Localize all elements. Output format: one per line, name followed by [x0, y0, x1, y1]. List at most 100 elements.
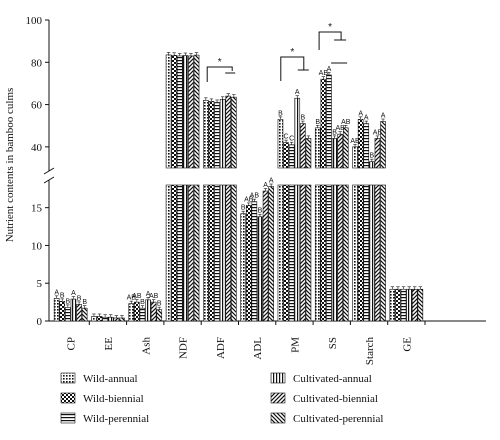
- bar-ndf-wild-annual-lower: [165, 184, 172, 322]
- x-tick-label: Starch: [364, 337, 376, 366]
- bar-adl-wild-annual: [240, 213, 246, 322]
- bar-ss-wild-biennial-upper: [320, 78, 327, 169]
- bar-ge-wild-annual: [389, 288, 396, 322]
- bar-ee-cultivated-annual: [107, 316, 114, 322]
- bar-ge-cultivated-annual: [406, 288, 412, 322]
- legend-swatch-wild-annual: [60, 372, 76, 384]
- bar-adl-cultivated-biennial: [262, 190, 269, 322]
- significance-star: *: [290, 47, 294, 58]
- bar-ndf-wild-annual-upper: [165, 54, 172, 169]
- legend: Wild-annual Cultivated-annual Wild-biennia…: [60, 372, 383, 425]
- bar-ee-wild-perennial: [102, 316, 108, 322]
- bar-pm-cultivated-perennial-lower: [305, 184, 312, 322]
- bar-adf-cultivated-annual-lower: [219, 184, 226, 322]
- significance-letter: AB: [350, 138, 360, 145]
- bar-ge-wild-perennial: [400, 288, 407, 322]
- significance-letter: A: [146, 291, 151, 298]
- significance-letter: B: [140, 299, 145, 306]
- significance-letter: A: [263, 182, 268, 189]
- bar-ee-cultivated-perennial: [119, 317, 125, 322]
- bar-ss-wild-perennial-lower: [326, 184, 332, 322]
- bar-adl-cultivated-annual: [257, 216, 263, 322]
- x-tick-label: ADL: [252, 337, 264, 360]
- bar-ss-cultivated-perennial-upper: [342, 127, 349, 169]
- bar-ndf-wild-biennial-lower: [171, 184, 177, 322]
- bar-starch-wild-biennial-lower: [357, 184, 364, 322]
- bar-pm-cultivated-biennial-upper: [300, 123, 306, 169]
- x-tick-label: SS: [327, 337, 339, 349]
- bar-ndf-cultivated-biennial-upper: [188, 55, 194, 169]
- bar-pm-wild-annual-upper: [277, 119, 284, 169]
- significance-letter: AB: [341, 119, 351, 126]
- bar-pm-wild-biennial-upper: [283, 142, 289, 169]
- bar-pm-cultivated-biennial-lower: [300, 184, 306, 322]
- bar-ndf-wild-perennial-lower: [176, 184, 183, 322]
- bar-adl-cultivated-perennial: [268, 186, 274, 322]
- legend-label-cultivated-perennial: Cultivated-perennial: [293, 413, 383, 425]
- significance-letter: AB: [250, 193, 260, 200]
- bar-ge-cultivated-perennial: [417, 288, 424, 322]
- x-tick-label: PM: [289, 337, 301, 353]
- legend-label-cultivated-annual: Cultivated-annual: [293, 373, 372, 385]
- significance-letter: B: [241, 205, 246, 212]
- bar-adf-cultivated-biennial-upper: [225, 95, 232, 169]
- significance-letter: B: [370, 153, 375, 160]
- axis-break-mark: [43, 167, 55, 175]
- bar-ndf-cultivated-annual-upper: [182, 55, 189, 169]
- significance-letter: C: [289, 136, 294, 143]
- bar-ss-cultivated-annual-lower: [331, 184, 338, 322]
- bar-ss-wild-annual-lower: [314, 184, 321, 322]
- bar-starch-cultivated-annual-upper: [369, 161, 375, 169]
- bar-ash-wild-biennial: [134, 301, 140, 322]
- bar-adf-wild-perennial-lower: [214, 184, 220, 322]
- legend-label-cultivated-biennial: Cultivated-biennial: [293, 393, 378, 405]
- significance-letter: AB: [373, 129, 383, 136]
- bar-ee-wild-biennial: [96, 316, 103, 322]
- bar-starch-wild-perennial-upper: [363, 123, 370, 169]
- significance-letter: B: [66, 298, 71, 305]
- bar-cp-cultivated-annual: [70, 298, 77, 322]
- significance-letter: A: [358, 110, 363, 117]
- bar-cp-cultivated-biennial: [76, 304, 82, 322]
- bar-ash-cultivated-biennial: [150, 301, 157, 322]
- significance-letter: AB: [335, 125, 345, 132]
- significance-letter: A: [381, 112, 386, 119]
- bar-adf-wild-annual-lower: [203, 184, 209, 322]
- bar-pm-wild-perennial-upper: [288, 144, 295, 169]
- bar-adf-cultivated-perennial-lower: [231, 184, 237, 322]
- significance-letter: A: [327, 66, 332, 73]
- bar-ash-cultivated-perennial: [156, 309, 163, 322]
- significance-bracket: [318, 31, 342, 50]
- significance-letter: B: [157, 301, 162, 308]
- bar-starch-cultivated-perennial-lower: [380, 184, 386, 322]
- bar-adf-cultivated-annual-upper: [219, 98, 226, 169]
- bar-ee-cultivated-biennial: [113, 317, 120, 322]
- x-tick-label: Ash: [140, 337, 152, 355]
- bar-ndf-cultivated-biennial-lower: [188, 184, 194, 322]
- bar-ash-cultivated-annual: [145, 299, 151, 322]
- bar-ss-wild-biennial-lower: [320, 184, 327, 322]
- bar-adl-wild-perennial: [251, 201, 258, 322]
- significance-letter: AB: [319, 70, 329, 77]
- bar-starch-cultivated-annual-lower: [369, 184, 375, 322]
- y-tick-label: 5: [37, 278, 43, 290]
- x-tick-label: ADF: [215, 337, 227, 359]
- significance-star: *: [328, 22, 332, 33]
- bar-adf-cultivated-perennial-upper: [231, 96, 237, 169]
- significance-letter: B: [82, 299, 87, 306]
- significance-letter: A: [364, 115, 369, 122]
- axis-break-mark: [43, 176, 55, 184]
- bar-ndf-cultivated-annual-lower: [182, 184, 189, 322]
- significance-letter: A: [71, 290, 76, 297]
- significance-bracket: [206, 66, 233, 82]
- significance-letter: AB: [127, 295, 137, 302]
- legend-label-wild-annual: Wild-annual: [83, 373, 138, 385]
- bar-pm-cultivated-annual-lower: [294, 184, 301, 322]
- bar-ndf-cultivated-perennial-lower: [193, 184, 200, 322]
- bar-ee-wild-annual: [91, 316, 97, 322]
- bar-adf-wild-perennial-upper: [214, 102, 220, 169]
- bar-ge-wild-biennial: [395, 288, 401, 322]
- significance-letter: AB: [149, 293, 159, 300]
